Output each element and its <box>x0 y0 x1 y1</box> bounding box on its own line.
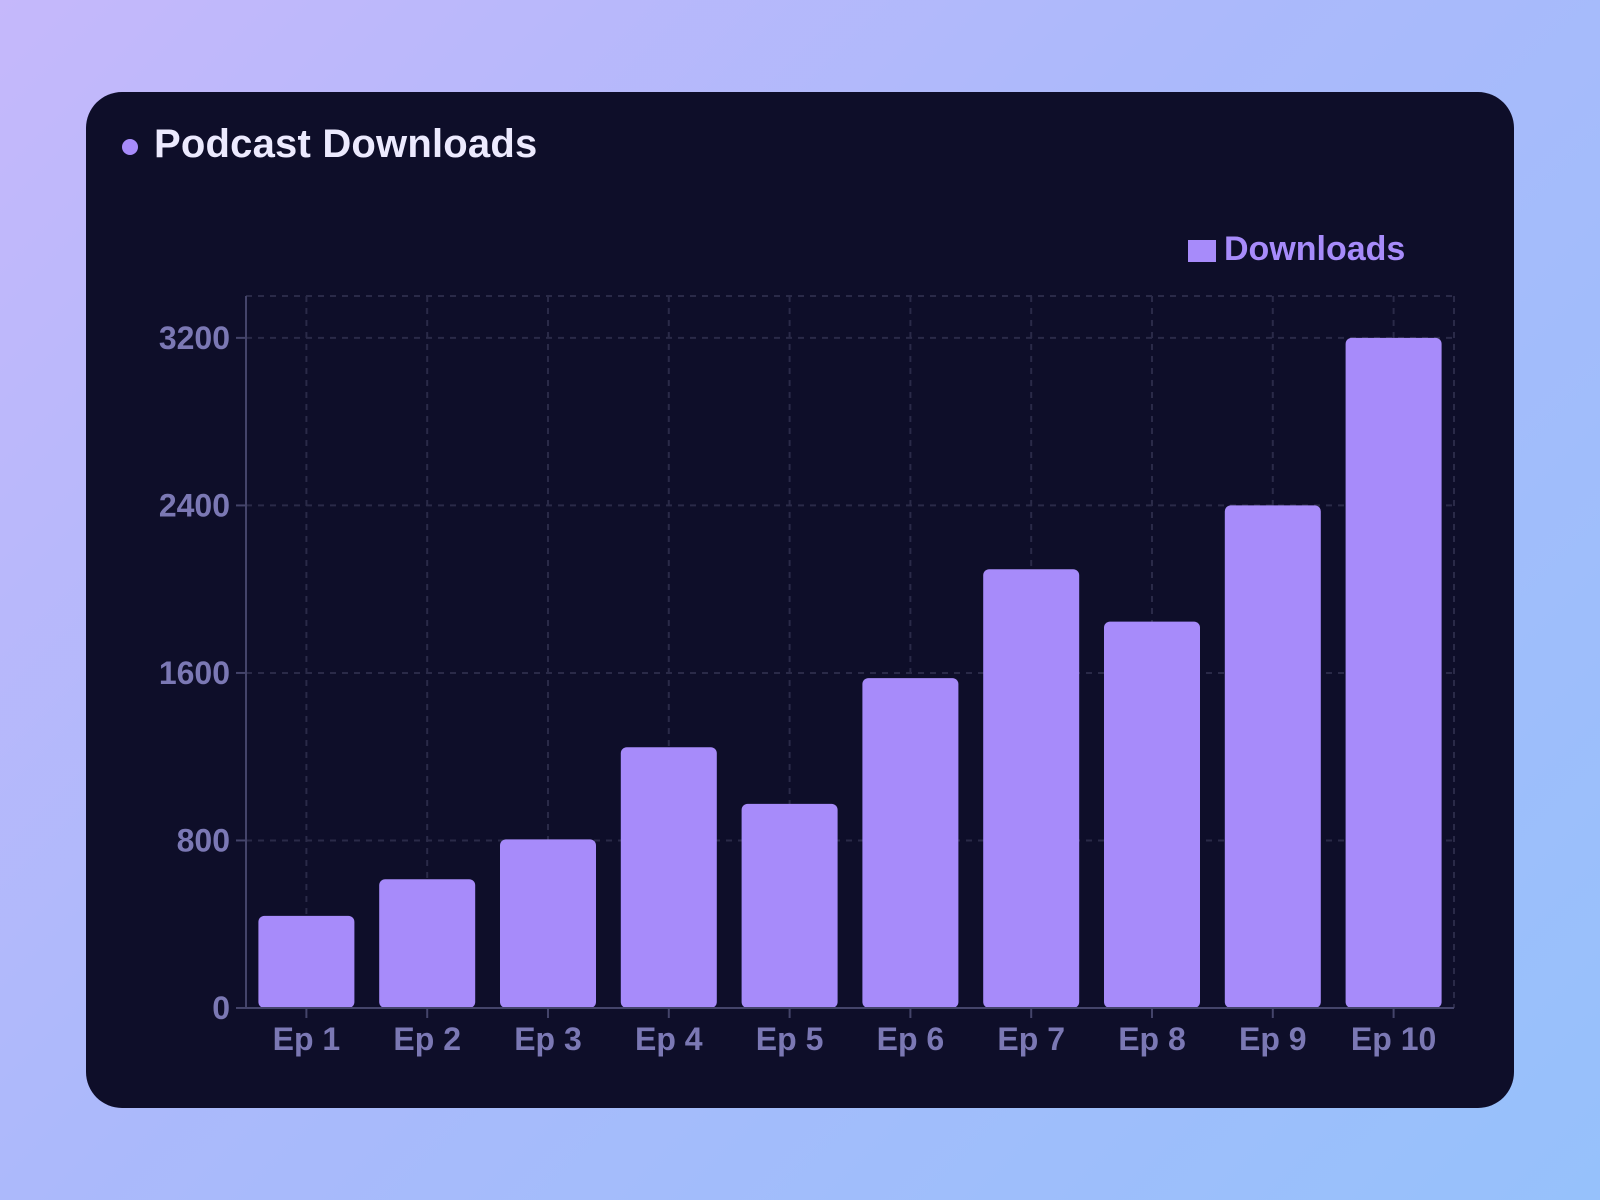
x-tick-label: Ep 3 <box>514 1021 582 1057</box>
bar-ep-8 <box>1104 621 1200 1008</box>
y-tick-label: 2400 <box>159 487 230 523</box>
x-tick-label: Ep 4 <box>635 1021 703 1057</box>
legend-swatch-icon <box>1188 240 1216 262</box>
legend-label: Downloads <box>1224 229 1406 268</box>
bar-chart: 0 800 1600 2400 3200 Ep 1 Ep 2 Ep 3 Ep 4 Ep 5 Ep 6… <box>159 295 1455 1057</box>
x-tick-label: Ep 9 <box>1239 1021 1307 1057</box>
x-tick-label: Ep 10 <box>1351 1021 1436 1057</box>
y-tick-label: 0 <box>212 990 230 1026</box>
title-bullet-icon <box>122 139 138 155</box>
chart-legend[interactable]: Downloads <box>1188 228 1405 270</box>
x-tick-label: Ep 8 <box>1118 1021 1186 1057</box>
bar-ep-6 <box>862 678 959 1008</box>
chart-title: Podcast Downloads <box>154 122 538 166</box>
x-tick-label: Ep 2 <box>393 1021 461 1057</box>
bar-ep-4 <box>620 747 717 1008</box>
x-tick-label: Ep 6 <box>877 1021 945 1057</box>
x-tick-label: Ep 1 <box>273 1021 341 1057</box>
bar-ep-7 <box>983 569 1080 1008</box>
bar-ep-5 <box>741 803 838 1008</box>
y-tick-label: 800 <box>177 822 230 858</box>
x-tick-label: Ep 5 <box>756 1021 824 1057</box>
bar-ep-10 <box>1345 337 1442 1009</box>
y-tick-label: 3200 <box>159 320 230 356</box>
x-tick-label: Ep 7 <box>997 1021 1065 1057</box>
bar-ep-1 <box>258 915 355 1008</box>
chart-card: Podcast Downloads Downloads 0 800 1600 2400… <box>86 92 1514 1108</box>
y-tick-label: 1600 <box>159 655 230 691</box>
bar-ep-9 <box>1224 505 1321 1008</box>
bar-ep-3 <box>500 839 596 1008</box>
bar-ep-2 <box>379 879 476 1008</box>
